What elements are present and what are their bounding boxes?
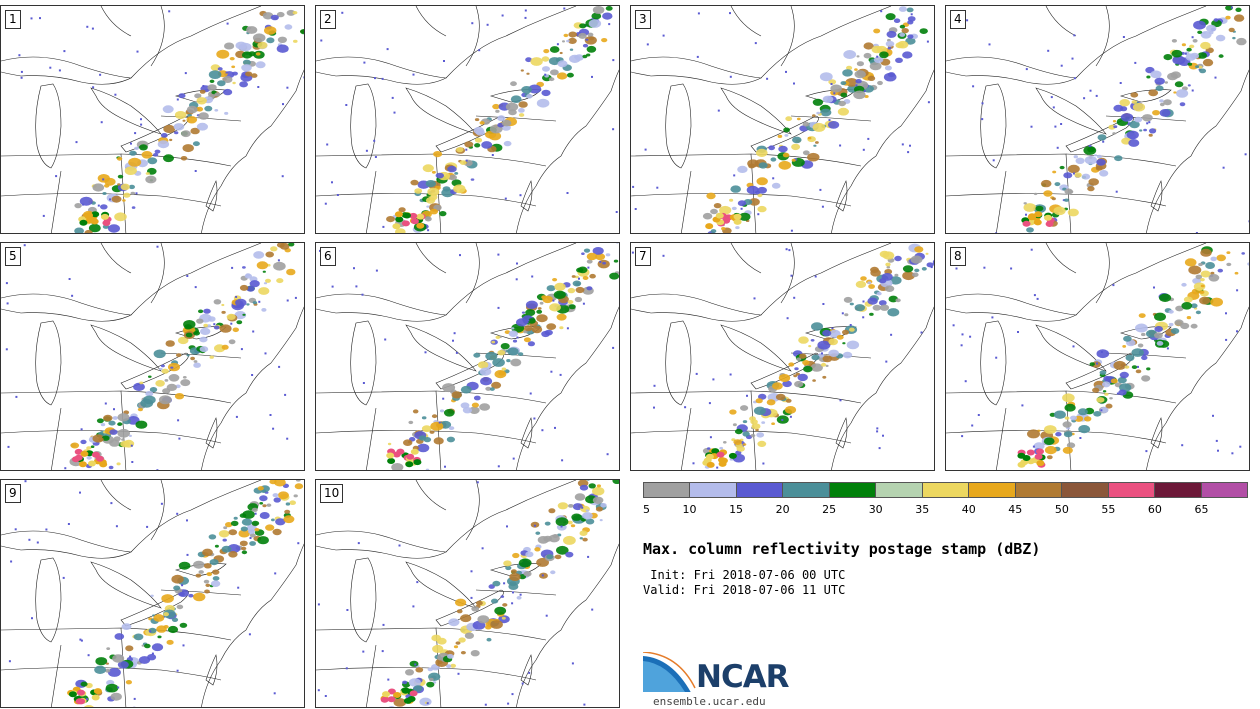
- member-number-label: 1: [5, 10, 21, 29]
- colorbar-tick-label: 35: [915, 503, 930, 516]
- ensemble-member-panel: 2: [315, 5, 620, 234]
- member-number-label: 3: [635, 10, 651, 29]
- valid-time: Valid: Fri 2018-07-06 11 UTC: [643, 583, 846, 597]
- colorbar-tick-label: 15: [729, 503, 744, 516]
- reflectivity-map: [631, 243, 934, 470]
- colorbar-segment: [783, 483, 830, 497]
- colorbar-segment: [922, 483, 970, 497]
- colorbar: [643, 482, 1248, 498]
- colorbar-segment: [969, 483, 1016, 497]
- figure-title: Max. column reflectivity postage stamp (…: [643, 540, 1041, 558]
- colorbar-tick-label: 5: [643, 503, 650, 516]
- init-time: Init: Fri 2018-07-06 00 UTC: [643, 568, 846, 582]
- reflectivity-map: [316, 6, 619, 233]
- colorbar-segment: [690, 483, 737, 497]
- ensemble-member-panel: 3: [630, 5, 935, 234]
- reflectivity-map: [946, 243, 1249, 470]
- reflectivity-map: [946, 6, 1249, 233]
- colorbar-segment: [1155, 483, 1202, 497]
- ensemble-member-panel: 1: [0, 5, 305, 234]
- colorbar-segment: [876, 483, 923, 497]
- ensemble-member-panel: 9: [0, 479, 305, 708]
- colorbar-tick-label: 60: [1147, 503, 1162, 516]
- member-number-label: 2: [320, 10, 336, 29]
- ncar-logo-icon: [643, 652, 696, 693]
- ensemble-member-panel: 7: [630, 242, 935, 471]
- reflectivity-map: [1, 480, 304, 707]
- colorbar-segment: [829, 483, 877, 497]
- reflectivity-map: [1, 6, 304, 233]
- colorbar-tick-label: 40: [961, 503, 976, 516]
- reflectivity-map: [316, 480, 619, 707]
- colorbar-segment: [1015, 483, 1063, 497]
- reflectivity-map: [1, 243, 304, 470]
- colorbar-tick-label: 45: [1008, 503, 1023, 516]
- colorbar-tick-label: 10: [682, 503, 697, 516]
- colorbar-ticks: 5 10 15 20 25 30 35 40 45 50 55 60 65: [643, 503, 1248, 517]
- ensemble-member-panel: 5: [0, 242, 305, 471]
- source-url: ensemble.ucar.edu: [653, 695, 766, 708]
- colorbar-segment: [736, 483, 784, 497]
- colorbar-tick-label: 65: [1194, 503, 1209, 516]
- colorbar-segment: [1108, 483, 1156, 497]
- colorbar-tick-label: 25: [822, 503, 837, 516]
- member-number-label: 9: [5, 484, 21, 503]
- ensemble-member-panel: 10: [315, 479, 620, 708]
- colorbar-segment: [1201, 483, 1248, 497]
- member-number-label: 10: [320, 484, 344, 503]
- colorbar-segment: [644, 483, 691, 497]
- member-number-label: 6: [320, 247, 336, 266]
- reflectivity-map: [631, 6, 934, 233]
- colorbar-tick-label: 55: [1101, 503, 1116, 516]
- member-number-label: 4: [950, 10, 966, 29]
- colorbar-tick-label: 20: [775, 503, 790, 516]
- member-number-label: 5: [5, 247, 21, 266]
- ensemble-member-panel: 8: [945, 242, 1250, 471]
- colorbar-segment: [1062, 483, 1109, 497]
- ensemble-member-panel: 6: [315, 242, 620, 471]
- ensemble-member-panel: 4: [945, 5, 1250, 234]
- reflectivity-map: [316, 243, 619, 470]
- colorbar-tick-label: 50: [1054, 503, 1069, 516]
- colorbar-tick-label: 30: [868, 503, 883, 516]
- member-number-label: 7: [635, 247, 651, 266]
- ncar-logo-text: NCAR: [696, 659, 790, 695]
- member-number-label: 8: [950, 247, 966, 266]
